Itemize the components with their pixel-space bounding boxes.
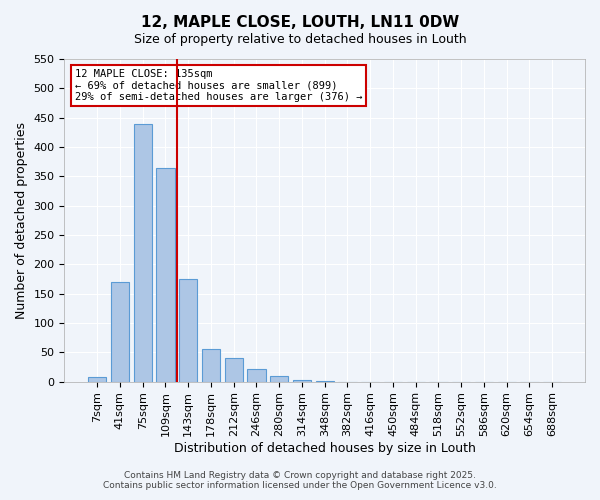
Y-axis label: Number of detached properties: Number of detached properties — [15, 122, 28, 319]
Bar — [293, 380, 311, 382]
X-axis label: Distribution of detached houses by size in Louth: Distribution of detached houses by size … — [174, 442, 476, 455]
Bar — [111, 282, 129, 382]
Bar — [316, 381, 334, 382]
Text: 12, MAPLE CLOSE, LOUTH, LN11 0DW: 12, MAPLE CLOSE, LOUTH, LN11 0DW — [141, 15, 459, 30]
Text: 12 MAPLE CLOSE: 135sqm
← 69% of detached houses are smaller (899)
29% of semi-de: 12 MAPLE CLOSE: 135sqm ← 69% of detached… — [75, 68, 362, 102]
Bar — [157, 168, 175, 382]
Bar — [88, 377, 106, 382]
Bar — [134, 124, 152, 382]
Bar — [247, 368, 266, 382]
Bar — [179, 279, 197, 382]
Bar — [202, 350, 220, 382]
Bar — [224, 358, 243, 382]
Bar — [270, 376, 288, 382]
Text: Size of property relative to detached houses in Louth: Size of property relative to detached ho… — [134, 32, 466, 46]
Text: Contains HM Land Registry data © Crown copyright and database right 2025.
Contai: Contains HM Land Registry data © Crown c… — [103, 470, 497, 490]
